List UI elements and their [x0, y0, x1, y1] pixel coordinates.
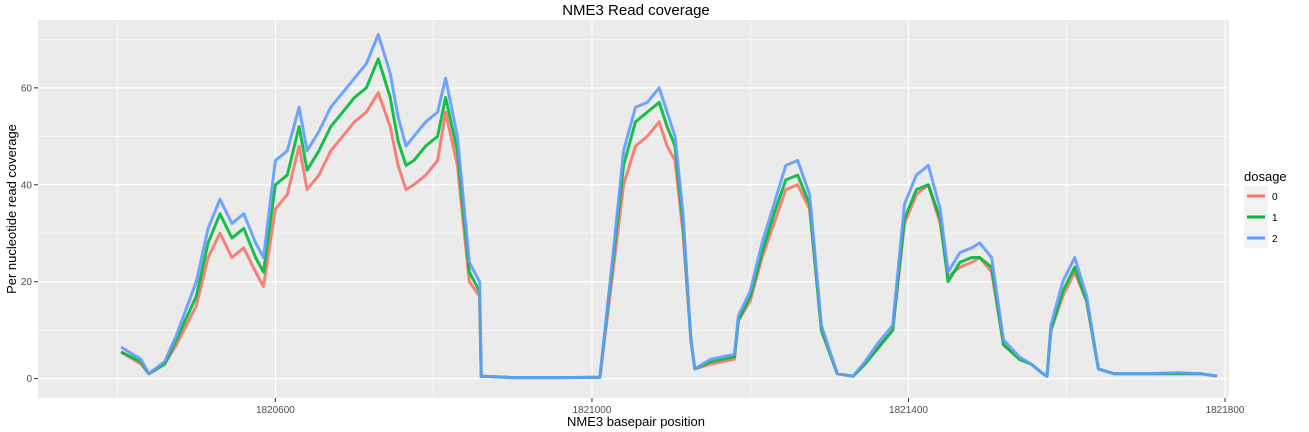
chart-title: NME3 Read coverage: [562, 2, 710, 19]
plot-panel: [38, 20, 1229, 398]
x-tick-label: 1821400: [889, 405, 928, 416]
legend-title: dosage: [1244, 169, 1287, 184]
series-lines: [120, 33, 1218, 380]
y-tick-label: 60: [21, 83, 33, 94]
y-tick-label: 40: [21, 180, 33, 191]
y-axis-ticks: 0 20 40 60: [21, 83, 38, 385]
x-axis-title: NME3 basepair position: [567, 414, 705, 429]
legend-label-0: 0: [1272, 192, 1278, 203]
legend-label-1: 1: [1272, 213, 1278, 224]
series-line-dosage-2: [120, 33, 1218, 380]
x-tick-label: 1821800: [1206, 405, 1245, 416]
x-tick-label: 1820600: [256, 405, 295, 416]
x-axis-ticks: 1820600 1821000 1821400 1821800: [256, 398, 1245, 416]
x-tick-label: 1821000: [572, 405, 611, 416]
legend-label-2: 2: [1272, 234, 1278, 245]
y-tick-label: 0: [26, 374, 32, 385]
y-tick-label: 20: [21, 277, 33, 288]
y-axis-title: Per nucleotide read coverage: [4, 124, 19, 294]
legend: dosage 0 1 2: [1244, 169, 1287, 248]
